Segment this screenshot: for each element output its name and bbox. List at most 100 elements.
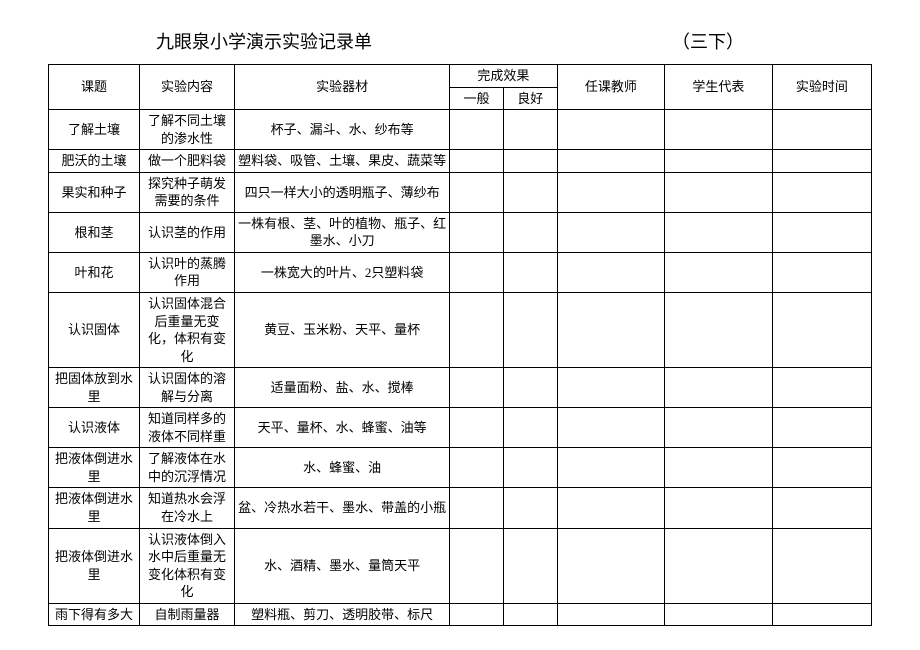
cell-eff2	[503, 212, 557, 252]
cell-student	[665, 528, 773, 603]
table-row: 把液体倒进水里认识液体倒入水中后重量无变化体积有变化水、酒精、墨水、量筒天平	[49, 528, 872, 603]
cell-eff2	[503, 408, 557, 448]
cell-topic: 把液体倒进水里	[49, 528, 140, 603]
col-header-teacher: 任课教师	[557, 65, 665, 110]
cell-topic: 把固体放到水里	[49, 368, 140, 408]
table-row: 把液体倒进水里知道热水会浮在冷水上盆、冷热水若干、墨水、带盖的小瓶	[49, 488, 872, 528]
cell-content: 了解不同土壤的渗水性	[139, 110, 234, 150]
cell-time	[772, 293, 871, 368]
title-row: 九眼泉小学演示实验记录单 （三下）	[48, 28, 872, 54]
cell-eff2	[503, 172, 557, 212]
cell-eff2	[503, 528, 557, 603]
cell-topic: 叶和花	[49, 252, 140, 292]
cell-topic: 把液体倒进水里	[49, 488, 140, 528]
cell-eff1	[450, 212, 504, 252]
cell-content: 认识固体的溶解与分离	[139, 368, 234, 408]
cell-content: 知道同样多的液体不同样重	[139, 408, 234, 448]
table-row: 叶和花认识叶的蒸腾作用一株宽大的叶片、2只塑料袋	[49, 252, 872, 292]
cell-equipment: 盆、冷热水若干、墨水、带盖的小瓶	[235, 488, 450, 528]
col-header-effect-normal: 一般	[450, 87, 504, 110]
cell-teacher	[557, 448, 665, 488]
cell-eff2	[503, 150, 557, 173]
cell-eff1	[450, 110, 504, 150]
cell-time	[772, 368, 871, 408]
document-title: 九眼泉小学演示实验记录单	[156, 28, 372, 54]
cell-teacher	[557, 488, 665, 528]
cell-eff1	[450, 408, 504, 448]
cell-equipment: 天平、量杯、水、蜂蜜、油等	[235, 408, 450, 448]
table-row: 认识液体知道同样多的液体不同样重天平、量杯、水、蜂蜜、油等	[49, 408, 872, 448]
experiment-record-table: 课题 实验内容 实验器材 完成效果 任课教师 学生代表 实验时间 一般 良好 了…	[48, 64, 872, 626]
cell-content: 认识液体倒入水中后重量无变化体积有变化	[139, 528, 234, 603]
cell-teacher	[557, 212, 665, 252]
cell-topic: 认识固体	[49, 293, 140, 368]
table-row: 果实和种子探究种子萌发需要的条件四只一样大小的透明瓶子、薄纱布	[49, 172, 872, 212]
cell-topic: 认识液体	[49, 408, 140, 448]
cell-content: 自制雨量器	[139, 603, 234, 626]
cell-topic: 了解土壤	[49, 110, 140, 150]
col-header-student: 学生代表	[665, 65, 773, 110]
table-header: 课题 实验内容 实验器材 完成效果 任课教师 学生代表 实验时间 一般 良好	[49, 65, 872, 110]
cell-eff1	[450, 252, 504, 292]
cell-time	[772, 528, 871, 603]
cell-time	[772, 488, 871, 528]
cell-eff1	[450, 368, 504, 408]
cell-equipment: 水、酒精、墨水、量筒天平	[235, 528, 450, 603]
cell-content: 做一个肥料袋	[139, 150, 234, 173]
cell-teacher	[557, 368, 665, 408]
cell-time	[772, 252, 871, 292]
cell-student	[665, 212, 773, 252]
cell-teacher	[557, 603, 665, 626]
cell-teacher	[557, 172, 665, 212]
table-body: 了解土壤了解不同土壤的渗水性杯子、漏斗、水、纱布等肥沃的土壤做一个肥料袋塑料袋、…	[49, 110, 872, 626]
page: 九眼泉小学演示实验记录单 （三下） 课题 实验内容 实验器材 完成效果 任课教师…	[0, 0, 920, 626]
cell-student	[665, 448, 773, 488]
cell-topic: 果实和种子	[49, 172, 140, 212]
cell-eff2	[503, 603, 557, 626]
table-row: 了解土壤了解不同土壤的渗水性杯子、漏斗、水、纱布等	[49, 110, 872, 150]
cell-topic: 雨下得有多大	[49, 603, 140, 626]
cell-student	[665, 408, 773, 448]
cell-teacher	[557, 293, 665, 368]
col-header-time: 实验时间	[772, 65, 871, 110]
cell-time	[772, 448, 871, 488]
cell-student	[665, 150, 773, 173]
cell-eff2	[503, 448, 557, 488]
col-header-effect: 完成效果	[450, 65, 558, 88]
cell-eff1	[450, 172, 504, 212]
cell-time	[772, 150, 871, 173]
cell-eff2	[503, 293, 557, 368]
cell-equipment: 水、蜂蜜、油	[235, 448, 450, 488]
cell-content: 认识茎的作用	[139, 212, 234, 252]
cell-content: 探究种子萌发需要的条件	[139, 172, 234, 212]
cell-student	[665, 293, 773, 368]
col-header-equipment: 实验器材	[235, 65, 450, 110]
cell-equipment: 适量面粉、盐、水、搅棒	[235, 368, 450, 408]
cell-content: 认识叶的蒸腾作用	[139, 252, 234, 292]
cell-equipment: 一株宽大的叶片、2只塑料袋	[235, 252, 450, 292]
table-row: 肥沃的土壤做一个肥料袋塑料袋、吸管、土壤、果皮、蔬菜等	[49, 150, 872, 173]
col-header-topic: 课题	[49, 65, 140, 110]
cell-content: 知道热水会浮在冷水上	[139, 488, 234, 528]
cell-equipment: 塑料袋、吸管、土壤、果皮、蔬菜等	[235, 150, 450, 173]
cell-student	[665, 368, 773, 408]
cell-equipment: 四只一样大小的透明瓶子、薄纱布	[235, 172, 450, 212]
cell-content: 了解液体在水中的沉浮情况	[139, 448, 234, 488]
cell-topic: 根和茎	[49, 212, 140, 252]
table-row: 把液体倒进水里了解液体在水中的沉浮情况水、蜂蜜、油	[49, 448, 872, 488]
document-subtitle: （三下）	[672, 28, 744, 54]
cell-student	[665, 110, 773, 150]
cell-teacher	[557, 408, 665, 448]
col-header-effect-good: 良好	[503, 87, 557, 110]
cell-equipment: 杯子、漏斗、水、纱布等	[235, 110, 450, 150]
cell-eff2	[503, 368, 557, 408]
table-row: 雨下得有多大自制雨量器塑料瓶、剪刀、透明胶带、标尺	[49, 603, 872, 626]
cell-eff2	[503, 110, 557, 150]
cell-student	[665, 603, 773, 626]
cell-student	[665, 252, 773, 292]
cell-eff1	[450, 488, 504, 528]
cell-eff2	[503, 252, 557, 292]
cell-eff1	[450, 150, 504, 173]
cell-teacher	[557, 150, 665, 173]
cell-topic: 肥沃的土壤	[49, 150, 140, 173]
